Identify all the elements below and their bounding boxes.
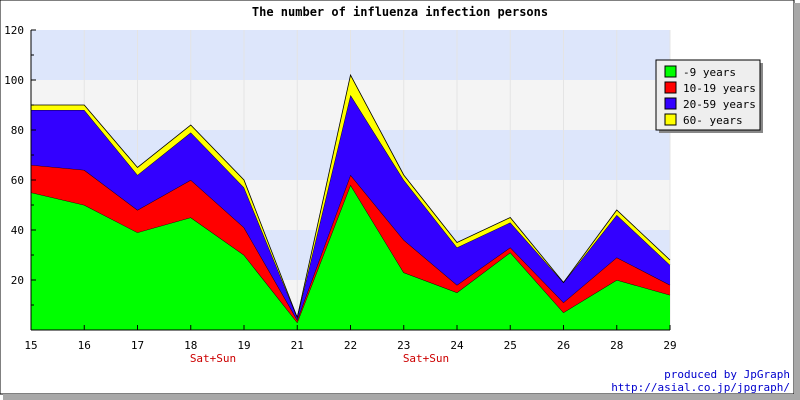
legend-label: 60- years <box>683 114 743 127</box>
y-tick-label: 40 <box>11 224 24 237</box>
x-tick-label: 29 <box>663 339 676 352</box>
x-tick-label: 19 <box>237 339 250 352</box>
area-outline <box>31 73 671 319</box>
frame-shadow-bottom <box>3 394 800 400</box>
x-tick-label: 21 <box>291 339 304 352</box>
chart-title: The number of influenza infection person… <box>252 5 548 19</box>
legend-swatch <box>664 81 677 94</box>
frame-shadow-right <box>794 3 800 400</box>
legend-label: -9 years <box>683 66 736 79</box>
area-layers <box>30 73 671 330</box>
credit-line-1: produced by JpGraph <box>664 368 790 381</box>
y-tick-label: 80 <box>11 124 24 137</box>
y-tick-label: 120 <box>4 24 24 37</box>
x-tick-label: 16 <box>78 339 91 352</box>
legend-swatch <box>664 113 677 126</box>
x-tick-label: 28 <box>610 339 623 352</box>
legend-label: 10-19 years <box>683 82 756 95</box>
area--9-years <box>31 185 670 330</box>
x-tick-label: 23 <box>397 339 410 352</box>
legend-swatch <box>664 65 677 78</box>
x-tick-label: 17 <box>131 339 144 352</box>
weekend-label: Sat+Sun <box>403 352 449 365</box>
tick-labels: 20 40 60 80 100 120 15 16 17 18 19 21 22 23 24 25 26 28 29… <box>4 24 677 365</box>
x-tick-label: 24 <box>450 339 464 352</box>
area-20-59-years <box>31 95 670 320</box>
x-tick-label: 15 <box>24 339 37 352</box>
legend: -9 years 10-19 years 20-59 years 60- years <box>655 59 763 133</box>
x-tick-label: 25 <box>504 339 517 352</box>
weekend-label: Sat+Sun <box>190 352 236 365</box>
area-10-19-years <box>31 165 670 323</box>
axes <box>30 29 671 331</box>
x-tick-label: 18 <box>184 339 197 352</box>
x-tick-label: 26 <box>557 339 570 352</box>
y-tick-label: 100 <box>4 74 24 87</box>
x-tick-label: 22 <box>344 339 357 352</box>
y-tick-label: 20 <box>11 274 24 287</box>
y-tick-label: 60 <box>11 174 24 187</box>
legend-label: 20-59 years <box>683 98 756 111</box>
credit-line-2: http://asial.co.jp/jpgraph/ <box>611 381 790 394</box>
legend-swatch <box>664 97 677 110</box>
